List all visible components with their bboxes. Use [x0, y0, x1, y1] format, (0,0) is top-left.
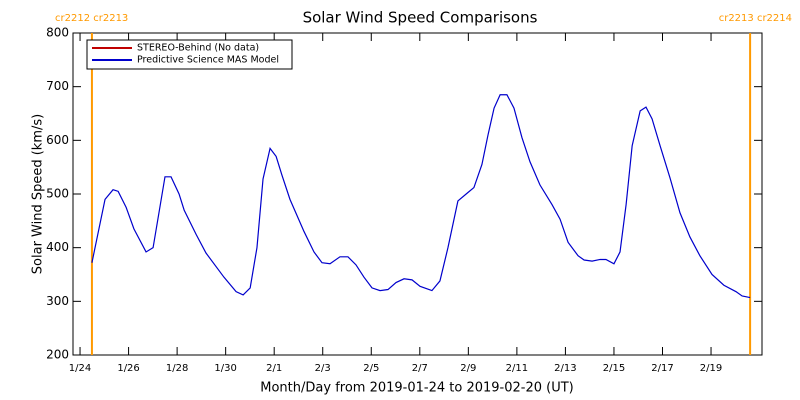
x-tick-label: 1/28 — [166, 363, 188, 374]
data-line — [91, 94, 751, 299]
x-tick-label: 1/24 — [69, 363, 91, 374]
chart-title: Solar Wind Speed Comparisons — [303, 9, 538, 27]
rotation-label: cr2213 cr2214 — [719, 13, 792, 24]
x-tick-label: 2/11 — [506, 363, 528, 374]
x-tick-label: 2/9 — [460, 363, 476, 374]
x-axis-label: Month/Day from 2019-01-24 to 2019-02-20 … — [260, 381, 573, 396]
x-tick-label: 2/5 — [363, 363, 379, 374]
x-tick-label: 2/13 — [554, 363, 576, 374]
legend-box — [86, 39, 293, 70]
y-tick-label: 400 — [46, 240, 69, 254]
x-tick-label: 2/15 — [603, 363, 625, 374]
y-tick-label: 600 — [46, 133, 69, 147]
x-tick-label: 2/17 — [651, 363, 673, 374]
y-tick-label: 800 — [46, 26, 69, 40]
y-tick-label: 200 — [46, 348, 69, 362]
x-tick-label: 2/7 — [412, 363, 428, 374]
x-tick-label: 2/3 — [315, 363, 331, 374]
y-tick-label: 300 — [46, 294, 69, 308]
legend-label: Predictive Science MAS Model — [137, 55, 279, 66]
x-tick-label: 1/26 — [117, 363, 139, 374]
y-tick-label: 700 — [46, 79, 69, 93]
x-tick-label: 2/1 — [266, 363, 282, 374]
x-tick-label: 2/19 — [700, 363, 722, 374]
rotation-label: cr2212 cr2213 — [55, 13, 128, 24]
y-tick-label: 500 — [46, 187, 69, 201]
x-tick-label: 1/30 — [214, 363, 236, 374]
legend-label: STEREO-Behind (No data) — [137, 43, 259, 54]
y-axis-label: Solar Wind Speed (km/s) — [31, 114, 46, 274]
